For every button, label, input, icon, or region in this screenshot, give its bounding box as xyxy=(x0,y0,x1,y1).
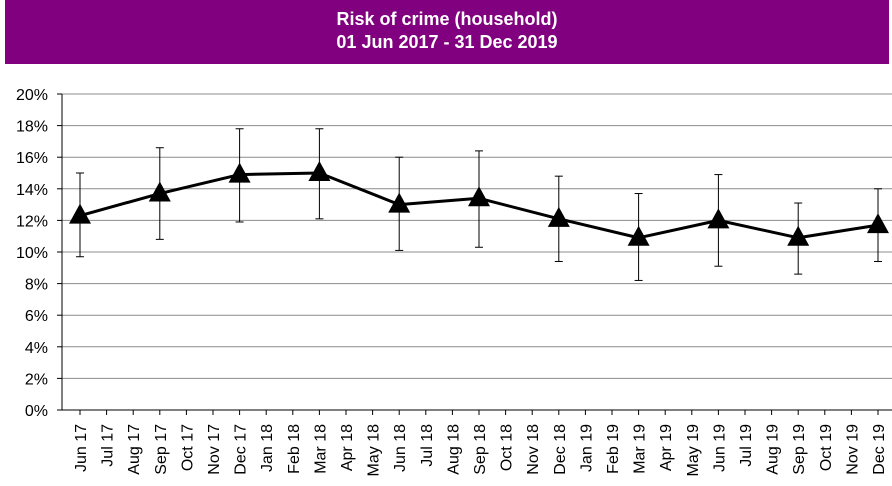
x-tick-label: Sep 18 xyxy=(472,424,489,475)
x-tick-label: Nov 18 xyxy=(525,424,542,475)
x-tick-label: Nov 19 xyxy=(844,424,861,475)
data-point-marker xyxy=(547,206,570,227)
data-point-marker xyxy=(707,208,730,229)
data-point-marker xyxy=(627,225,650,246)
x-tick-label: Jan 18 xyxy=(259,424,276,472)
x-tick-label: Jul 18 xyxy=(419,424,436,467)
x-tick-label: Oct 17 xyxy=(179,424,196,471)
y-tick-label: 20% xyxy=(16,87,48,104)
y-tick-label: 14% xyxy=(16,182,48,199)
x-tick-label: Dec 19 xyxy=(871,424,888,475)
y-tick-label: 0% xyxy=(25,403,48,420)
x-tick-label: Mar 18 xyxy=(312,424,329,474)
x-tick-label: Sep 19 xyxy=(791,424,808,475)
x-tick-label: Aug 19 xyxy=(765,424,782,475)
x-tick-label: Jul 17 xyxy=(100,424,117,467)
x-tick-label: Nov 17 xyxy=(206,424,223,475)
x-tick-label: Sep 17 xyxy=(153,424,170,475)
data-point-marker xyxy=(388,192,411,213)
data-point-marker xyxy=(468,186,490,207)
data-point-marker xyxy=(308,161,331,181)
data-point-marker xyxy=(787,225,810,246)
x-tick-label: Jun 18 xyxy=(392,424,409,472)
x-tick-label: May 18 xyxy=(366,424,383,477)
x-tick-label: Dec 18 xyxy=(552,424,569,475)
x-tick-label: Feb 19 xyxy=(605,424,622,474)
x-tick-label: Jun 17 xyxy=(73,424,90,472)
x-tick-label: Apr 18 xyxy=(339,424,356,471)
y-tick-label: 4% xyxy=(25,340,48,357)
x-tick-label: Oct 19 xyxy=(818,424,835,471)
x-tick-label: May 19 xyxy=(685,424,702,477)
x-tick-label: Aug 17 xyxy=(126,424,143,475)
y-tick-label: 8% xyxy=(25,277,48,294)
x-tick-label: Oct 18 xyxy=(499,424,516,471)
x-tick-label: Jan 19 xyxy=(578,424,595,472)
x-tick-label: Jul 19 xyxy=(738,424,755,467)
x-tick-label: Jun 19 xyxy=(711,424,728,472)
y-tick-label: 18% xyxy=(16,119,48,136)
data-point-marker xyxy=(148,181,171,202)
data-point-marker xyxy=(69,203,91,224)
x-tick-label: Apr 19 xyxy=(658,424,675,471)
x-tick-label: Dec 17 xyxy=(233,424,250,475)
chart-title-banner: Risk of crime (household) 01 Jun 2017 - … xyxy=(5,0,889,64)
y-tick-label: 16% xyxy=(16,150,48,167)
data-point-marker xyxy=(228,162,251,183)
y-tick-label: 12% xyxy=(16,213,48,230)
y-tick-label: 2% xyxy=(25,371,48,388)
chart-subtitle: 01 Jun 2017 - 31 Dec 2019 xyxy=(336,32,558,52)
x-tick-label: Feb 18 xyxy=(286,424,303,474)
data-point-marker xyxy=(867,213,889,234)
y-tick-label: 6% xyxy=(25,308,48,325)
x-tick-label: Mar 19 xyxy=(632,424,649,474)
y-tick-label: 10% xyxy=(16,245,48,262)
chart-title: Risk of crime (household) xyxy=(336,9,558,29)
x-tick-label: Aug 18 xyxy=(445,424,462,475)
